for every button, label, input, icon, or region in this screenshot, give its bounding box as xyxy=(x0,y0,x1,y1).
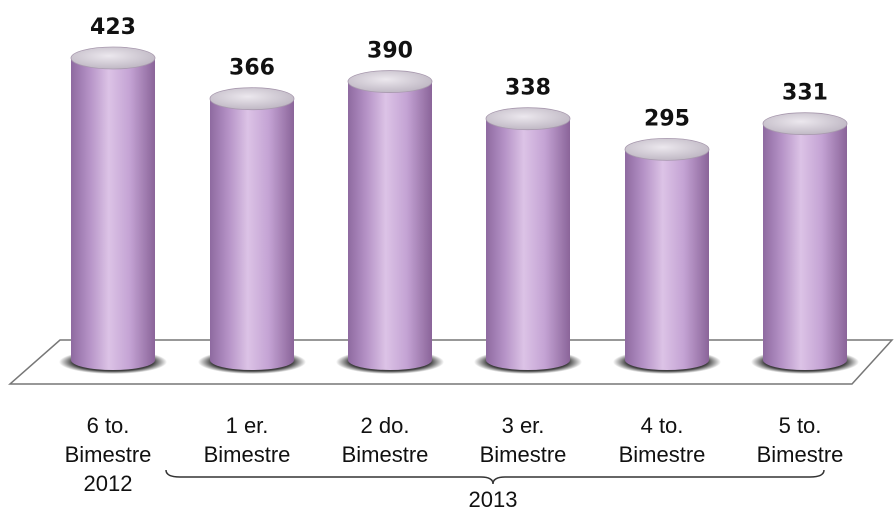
category-label: 3 er. Bimestre xyxy=(480,413,567,467)
value-label: 366 xyxy=(229,56,275,81)
bar-body xyxy=(71,58,155,370)
value-labels-group: 423 366 390 338 295 331 xyxy=(90,15,828,131)
bar-top xyxy=(485,107,571,131)
bar-6 xyxy=(751,112,859,374)
bar-2 xyxy=(198,87,306,374)
bar-top xyxy=(624,137,710,161)
bar-top xyxy=(70,46,156,70)
bar-body xyxy=(486,118,570,370)
value-label: 423 xyxy=(90,15,136,40)
category-label: 2 do. Bimestre xyxy=(342,413,429,467)
value-label: 390 xyxy=(367,39,413,64)
bar-5 xyxy=(613,137,721,374)
category-labels-group: 6 to. Bimestre 2012 1 er. Bimestre 2 do. Bimes… xyxy=(65,413,844,496)
bar-body xyxy=(763,123,847,370)
bar-1 xyxy=(59,46,167,374)
bar-body xyxy=(348,81,432,371)
bar-body xyxy=(210,98,294,370)
bar-4 xyxy=(474,107,582,374)
bar-top xyxy=(347,70,433,93)
category-label: 6 to. Bimestre 2012 xyxy=(65,413,152,496)
value-label: 331 xyxy=(782,81,828,106)
group-brace xyxy=(165,469,825,485)
group-label: 2013 xyxy=(469,487,518,512)
bars-group xyxy=(59,46,859,374)
value-label: 295 xyxy=(644,106,690,131)
category-label: 1 er. Bimestre xyxy=(204,413,291,467)
bar-body xyxy=(625,149,709,370)
value-label: 338 xyxy=(505,76,551,101)
bar-top xyxy=(209,87,295,111)
category-label: 4 to. Bimestre xyxy=(619,413,706,467)
bar-3 xyxy=(336,70,444,374)
category-label: 5 to. Bimestre xyxy=(757,413,844,467)
bar-top xyxy=(762,112,848,136)
